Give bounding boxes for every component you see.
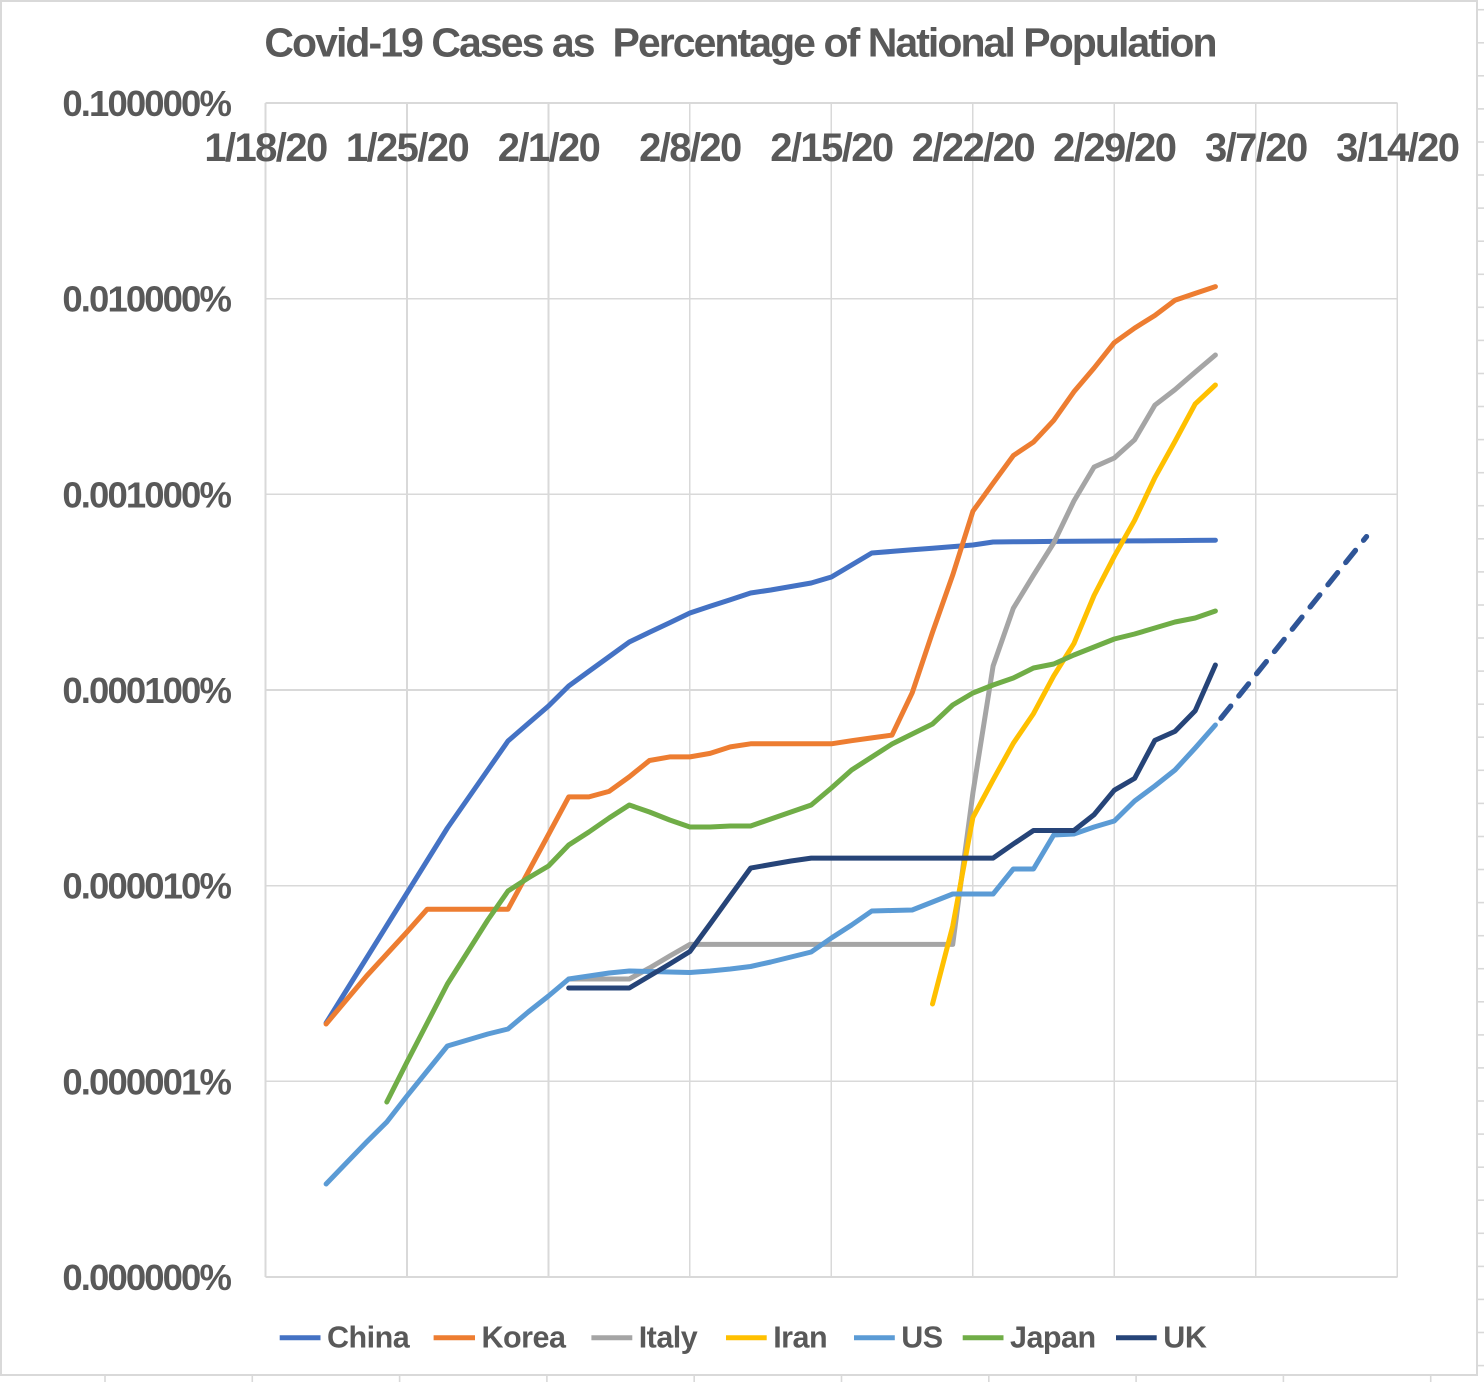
svg-text:Italy: Italy [639,1321,698,1355]
svg-text:0.010000%: 0.010000% [62,279,231,320]
svg-text:2/22/20: 2/22/20 [912,126,1035,170]
svg-text:US: US [901,1321,943,1355]
svg-text:China: China [327,1321,411,1355]
svg-text:1/18/20: 1/18/20 [204,126,327,170]
svg-text:2/29/20: 2/29/20 [1053,126,1176,170]
svg-text:3/14/20: 3/14/20 [1336,126,1459,170]
svg-text:Korea: Korea [482,1321,567,1355]
svg-text:0.000010%: 0.000010% [62,866,231,907]
svg-text:0.100000%: 0.100000% [62,83,231,124]
svg-text:3/7/20: 3/7/20 [1205,126,1307,170]
svg-text:Covid-19 Cases as Percentage: Covid-19 Cases as Percentage of National… [264,20,1215,66]
svg-text:Iran: Iran [773,1321,827,1355]
svg-text:0.001000%: 0.001000% [62,474,231,515]
svg-text:Japan: Japan [1010,1321,1096,1355]
svg-text:2/15/20: 2/15/20 [770,126,893,170]
svg-text:UK: UK [1163,1321,1207,1355]
svg-text:2/1/20: 2/1/20 [498,126,600,170]
svg-text:2/8/20: 2/8/20 [639,126,741,170]
svg-text:0.000100%: 0.000100% [62,670,231,711]
svg-text:0.000000%: 0.000000% [62,1257,231,1298]
svg-text:1/25/20: 1/25/20 [346,126,469,170]
svg-text:0.000001%: 0.000001% [62,1061,231,1102]
